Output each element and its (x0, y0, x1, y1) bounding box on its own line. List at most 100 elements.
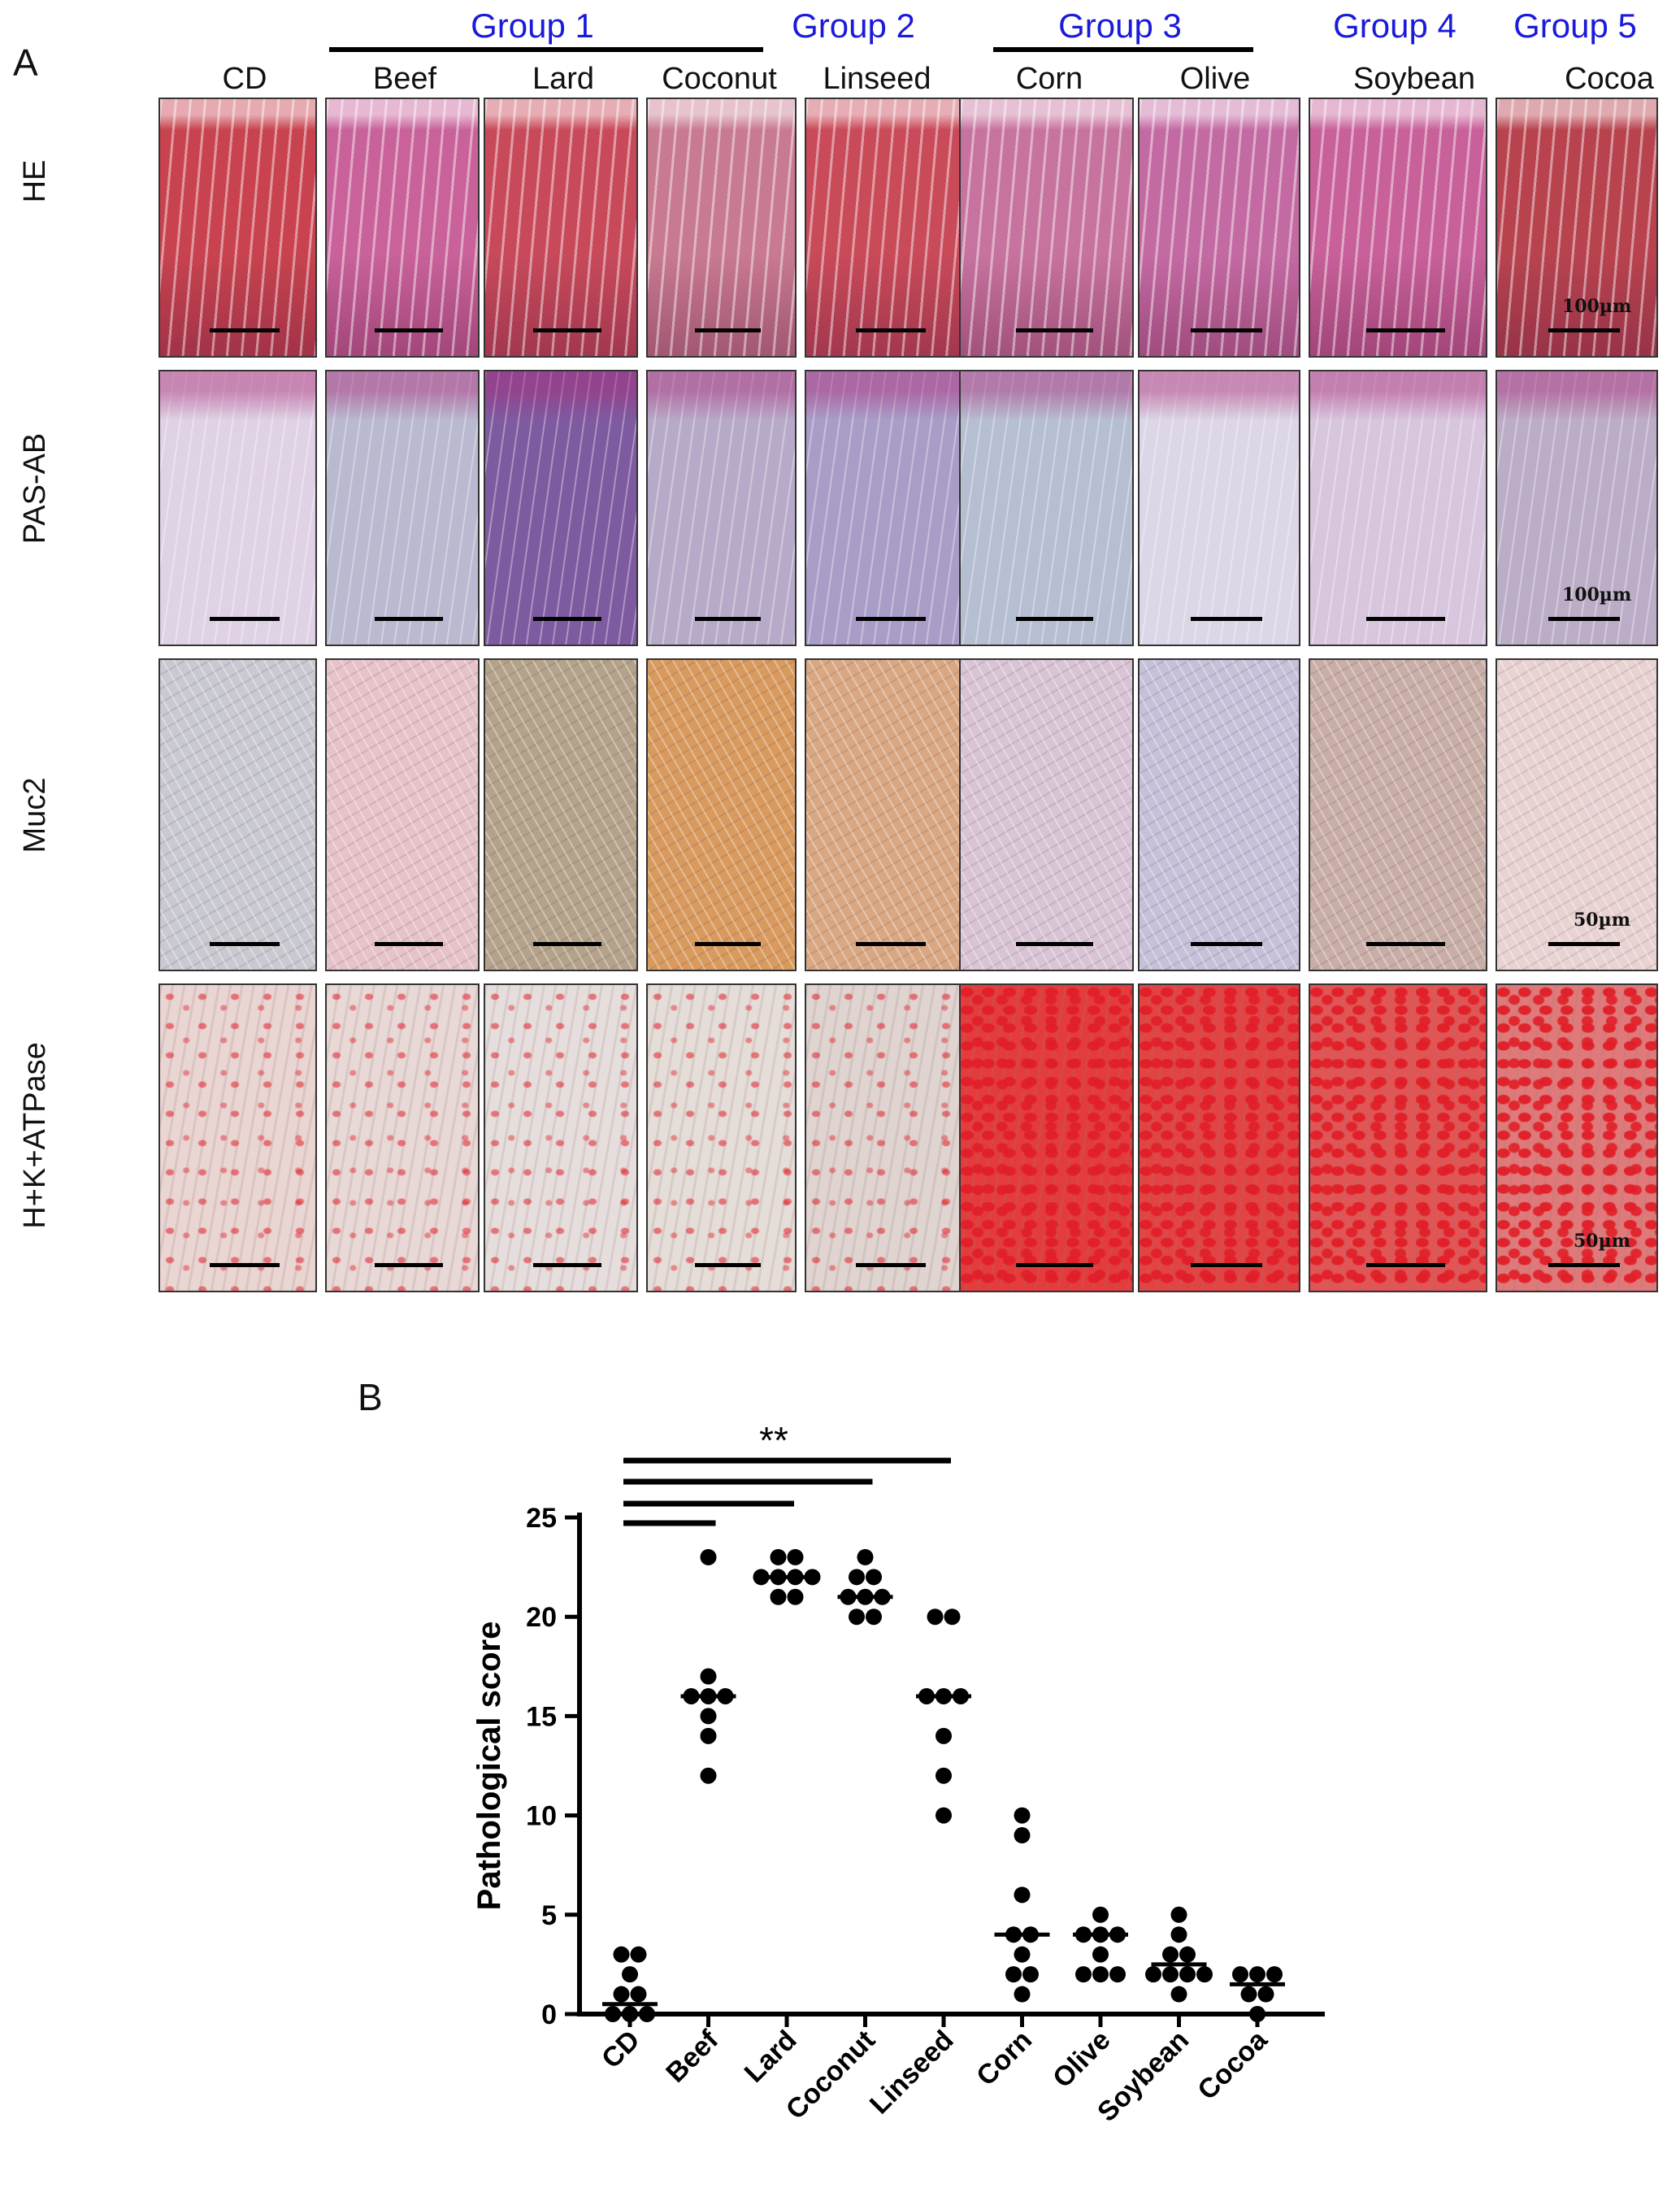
data-point (1162, 1966, 1179, 1983)
x-tick-label: Linseed (864, 2025, 960, 2121)
y-tick-label: 25 (526, 1503, 557, 1534)
x-tick-label: Lard (739, 2025, 803, 2089)
micrograph-he-cd (158, 98, 317, 358)
micrograph-pas-ab-beef (325, 370, 480, 646)
scale-bar (533, 942, 602, 946)
micrograph-pas-ab-cd (158, 370, 317, 646)
data-point (849, 1608, 865, 1626)
y-tick-label: 5 (541, 1900, 557, 1931)
scale-label: 100µm (1562, 584, 1632, 606)
scale-bar (1190, 1263, 1262, 1267)
data-point (639, 2006, 655, 2022)
column-label-soybean: Soybean (1352, 62, 1475, 96)
data-point (613, 1986, 630, 2003)
data-point (866, 1569, 882, 1586)
data-point (700, 1548, 717, 1565)
significance-label: ** (759, 1419, 788, 1461)
x-tick-label: Cocoa (1192, 2024, 1274, 2106)
data-point (1170, 1986, 1187, 2003)
y-axis-label: Pathological score (471, 1621, 507, 1911)
scale-bar (533, 1263, 602, 1267)
scale-bar (1366, 328, 1446, 332)
scale-bar (375, 328, 444, 332)
data-point (936, 1727, 952, 1744)
scale-bar (1015, 1263, 1093, 1267)
group-1-label: Group 1 (471, 7, 594, 45)
micrograph-he-soybean (1309, 98, 1487, 358)
scale-bar (210, 328, 280, 332)
group-1-line (329, 47, 763, 52)
data-point (770, 1548, 787, 1565)
scale-bar (1366, 1263, 1446, 1267)
micrograph-pas-ab-coconut (646, 370, 797, 646)
panel-b-letter: B (358, 1376, 383, 1418)
data-point (1240, 1986, 1257, 2003)
data-point (1022, 1966, 1039, 1983)
group-3-line (993, 47, 1253, 52)
data-point (1249, 1966, 1265, 1983)
micrograph-he-beef (325, 98, 480, 358)
scale-bar (1366, 617, 1446, 621)
micrograph-pas-ab-soybean (1309, 370, 1487, 646)
micrograph-h-k-atpase-corn (959, 983, 1134, 1292)
micrograph-muc2-beef (325, 658, 480, 971)
group-4-label: Group 4 (1333, 7, 1456, 45)
scale-bar (1190, 942, 1262, 946)
data-point (1014, 1827, 1031, 1844)
scale-bar (210, 1263, 280, 1267)
column-label-cd: CD (222, 62, 267, 96)
data-point (1092, 1946, 1109, 1963)
y-tick-label: 20 (526, 1602, 557, 1633)
column-label-olive: Olive (1179, 62, 1251, 96)
data-point (622, 2006, 638, 2022)
data-point (1014, 1946, 1031, 1963)
column-label-coconut: Coconut (662, 62, 777, 96)
data-point (1249, 2006, 1265, 2022)
data-point (1014, 1807, 1031, 1824)
y-tick-label: 10 (526, 1801, 557, 1832)
data-point (866, 1608, 882, 1626)
scale-bar (1548, 1263, 1620, 1267)
micrograph-muc2-soybean (1309, 658, 1487, 971)
data-point (1014, 1886, 1031, 1904)
scale-bar (1366, 942, 1446, 946)
scale-bar (1190, 328, 1262, 332)
scale-bar (695, 1263, 762, 1267)
data-point (1092, 1906, 1109, 1923)
micrograph-pas-ab-cocoa (1496, 370, 1658, 646)
data-point (700, 1727, 717, 1744)
data-point (1005, 1966, 1022, 1983)
scale-bar (533, 328, 602, 332)
scale-bar (856, 328, 927, 332)
y-tick-label: 15 (526, 1701, 557, 1732)
data-point (1179, 1946, 1196, 1963)
micrograph-muc2-corn (959, 658, 1134, 971)
micrograph-muc2-lard (484, 658, 638, 971)
data-point (1109, 1966, 1126, 1983)
x-tick-label: CD (596, 2025, 646, 2075)
data-point (1232, 1966, 1248, 1983)
data-point (700, 1708, 717, 1725)
data-point (927, 1608, 944, 1626)
data-point (1179, 1966, 1196, 1983)
data-point (936, 1767, 952, 1784)
data-point (1170, 1906, 1187, 1923)
scale-bar (1015, 328, 1093, 332)
column-label-lard: Lard (532, 62, 595, 96)
scale-bar (210, 617, 280, 621)
micrograph-pas-ab-olive (1138, 370, 1300, 646)
data-point (1092, 1966, 1109, 1983)
micrograph-h-k-atpase-soybean (1309, 983, 1487, 1292)
scale-bar (533, 617, 602, 621)
data-point (700, 1668, 717, 1685)
data-point (1170, 1926, 1187, 1943)
micrograph-he-linseed (805, 98, 963, 358)
micrograph-h-k-atpase-linseed (805, 983, 963, 1292)
micrograph-he-olive (1138, 98, 1300, 358)
micrograph-muc2-coconut (646, 658, 797, 971)
data-point (1014, 1986, 1031, 2003)
x-tick-label: Olive (1047, 2025, 1117, 2095)
scale-bar (1190, 617, 1262, 621)
